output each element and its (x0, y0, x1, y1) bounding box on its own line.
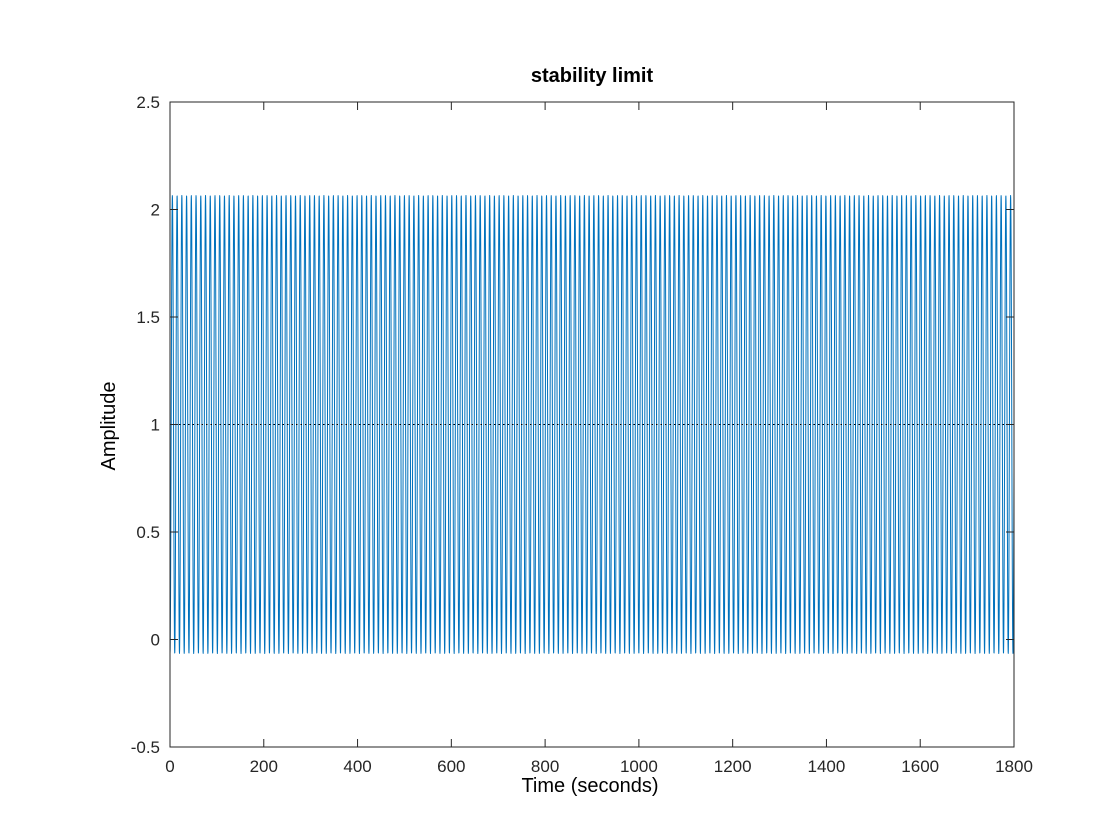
x-tick-labels: 0 200 400 600 800 1000 1200 1400 1600 1800 (165, 757, 1033, 776)
x-tick-label: 0 (165, 757, 174, 776)
y-axis-title: Amplitude (98, 382, 120, 471)
x-tick-label: 1800 (995, 757, 1033, 776)
x-tick-label: 1600 (901, 757, 939, 776)
y-tick-label: 2.5 (136, 93, 160, 112)
y-tick-label: -0.5 (131, 738, 160, 757)
axes-box (169, 101, 1015, 748)
y-tick-label: 1 (151, 416, 160, 435)
y-tick-labels: -0.5 0 0.5 1 1.5 2 2.5 (131, 93, 160, 757)
y-tick-label: 2 (151, 201, 160, 220)
y-tick-label: 0.5 (136, 523, 160, 542)
oscillation-series (169, 195, 1015, 654)
x-tick-label: 1000 (620, 757, 658, 776)
x-tick-label: 600 (437, 757, 465, 776)
x-axis-title: Time (seconds) (521, 775, 658, 797)
oscillation-line (169, 195, 1015, 654)
x-tick-label: 400 (343, 757, 371, 776)
x-tick-label: 200 (250, 757, 278, 776)
chart-title: stability limit (531, 65, 654, 87)
x-tick-label: 1400 (808, 757, 846, 776)
y-tick-label: 0 (151, 631, 160, 650)
tick-marks (169, 101, 1015, 748)
x-tick-label: 1200 (714, 757, 752, 776)
x-tick-label: 800 (531, 757, 559, 776)
y-tick-label: 1.5 (136, 308, 160, 327)
